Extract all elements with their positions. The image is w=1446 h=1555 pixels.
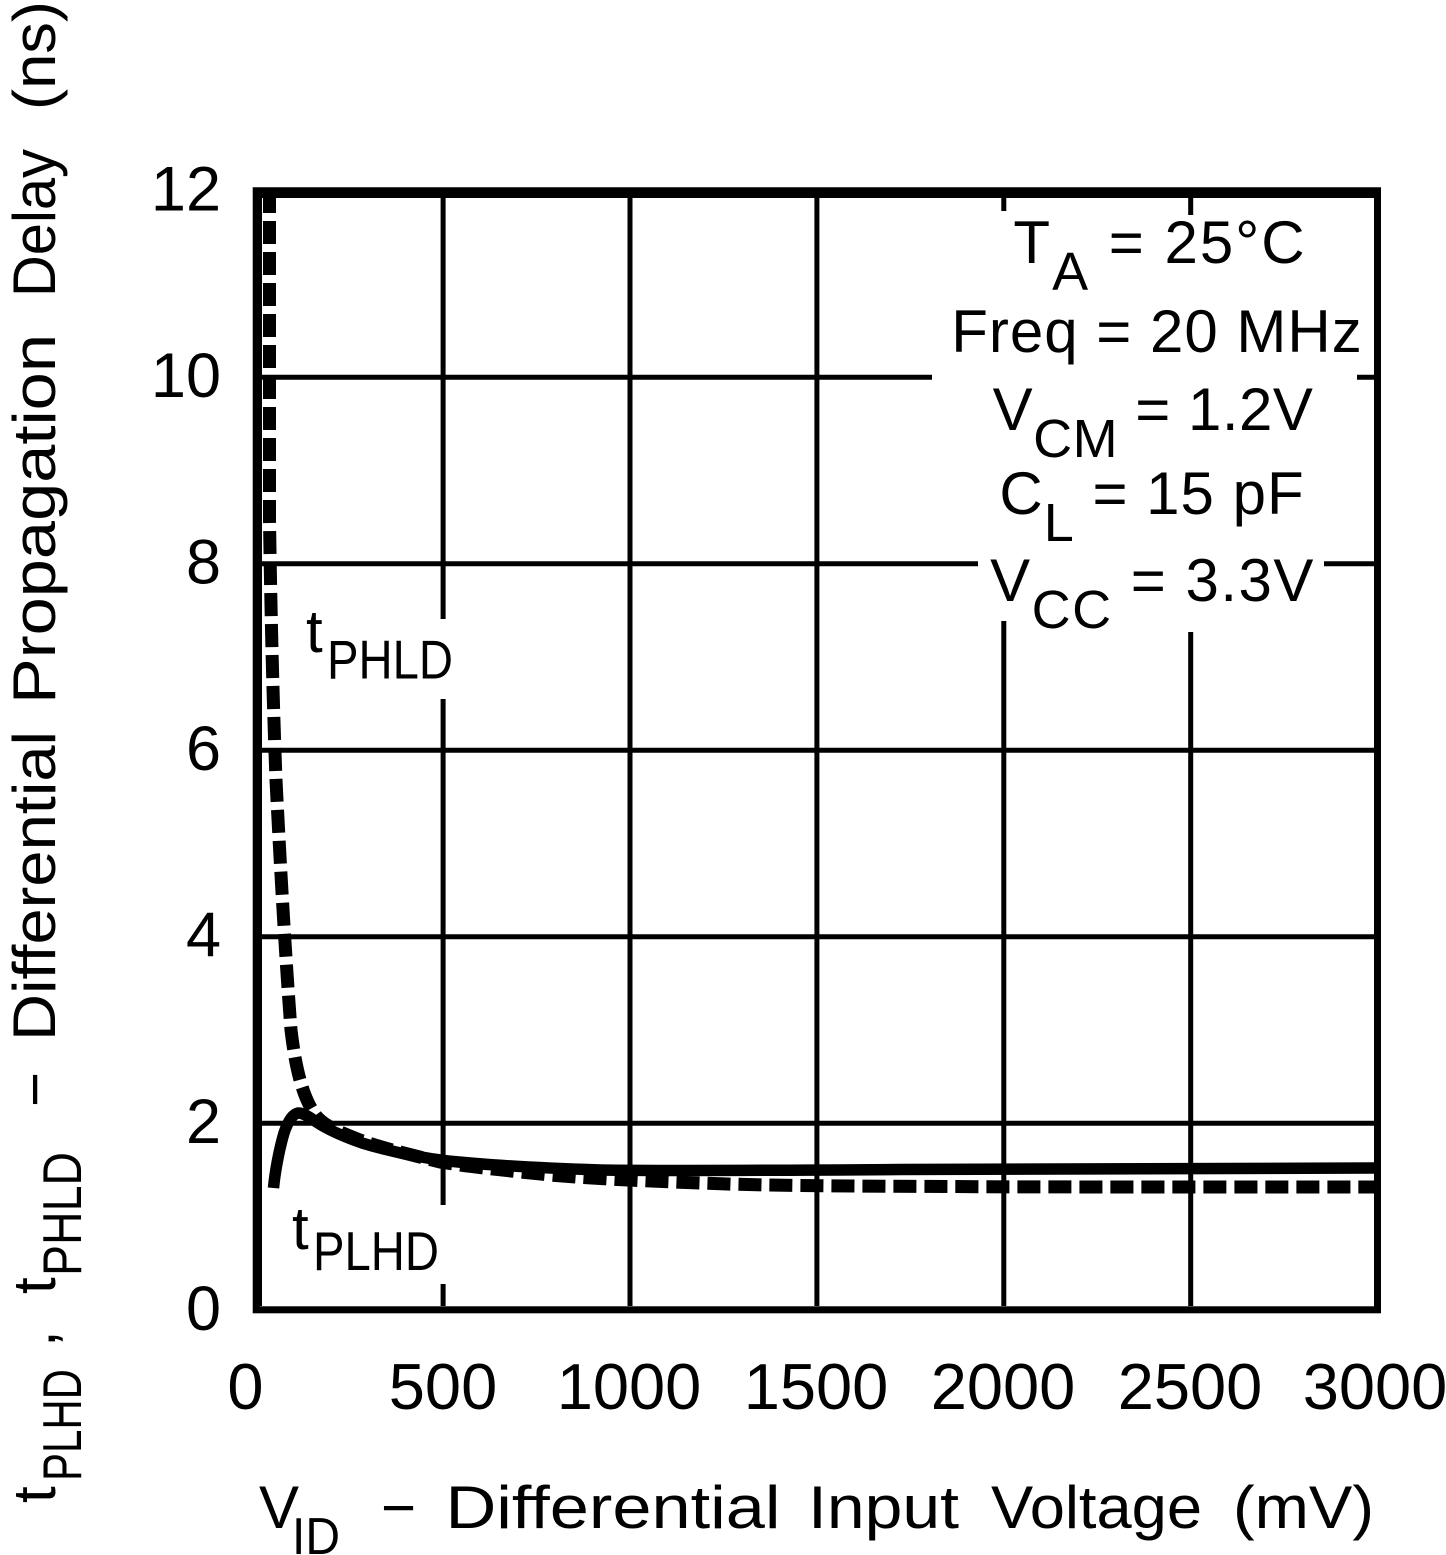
svg-text:TA = 25°C: TA = 25°C [1013,209,1306,302]
svg-text:Freq = 20 MHz: Freq = 20 MHz [951,298,1362,365]
svg-text:PLHD: PLHD [313,1220,439,1282]
svg-text:3000: 3000 [1303,1350,1446,1423]
svg-text:Input: Input [808,1474,959,1541]
svg-text:2: 2 [186,1087,221,1157]
svg-text:t: t [1,1277,68,1294]
svg-text:(ns): (ns) [1,1,68,110]
svg-text:10: 10 [151,341,221,411]
svg-text:500: 500 [389,1350,497,1423]
svg-text:12: 12 [151,155,221,225]
svg-text:t: t [306,598,323,665]
svg-text:1000: 1000 [557,1350,702,1423]
svg-text:−: − [1,1072,68,1107]
svg-text:2500: 2500 [1118,1350,1263,1423]
svg-text:2000: 2000 [931,1350,1076,1423]
svg-text:8: 8 [186,528,221,598]
svg-text:0: 0 [227,1350,263,1423]
svg-text:1500: 1500 [744,1350,889,1423]
svg-text:Propagation: Propagation [1,334,68,704]
svg-text:,: , [1,1330,68,1347]
svg-text:Voltage: Voltage [991,1474,1202,1541]
svg-text:6: 6 [186,714,221,784]
svg-text:Delay: Delay [1,149,68,297]
svg-text:V: V [259,1474,299,1541]
svg-text:0: 0 [186,1274,221,1344]
svg-text:CL = 15 pF: CL = 15 pF [999,460,1304,553]
svg-text:−: − [381,1474,416,1541]
svg-text:PHLD: PHLD [327,629,453,691]
svg-text:t: t [1,1486,68,1503]
svg-text:VCC = 3.3V: VCC = 3.3V [990,547,1315,640]
svg-text:(mV): (mV) [1233,1474,1374,1541]
svg-text:4: 4 [186,901,221,971]
svg-text:Differential: Differential [446,1474,781,1541]
svg-text:PLHD: PLHD [31,1369,93,1481]
svg-text:VCM = 1.2V: VCM = 1.2V [993,376,1314,469]
svg-text:t: t [292,1195,309,1262]
svg-text:ID: ID [292,1508,340,1555]
svg-text:Differential: Differential [1,731,68,1041]
svg-text:PHLD: PHLD [31,1152,93,1276]
